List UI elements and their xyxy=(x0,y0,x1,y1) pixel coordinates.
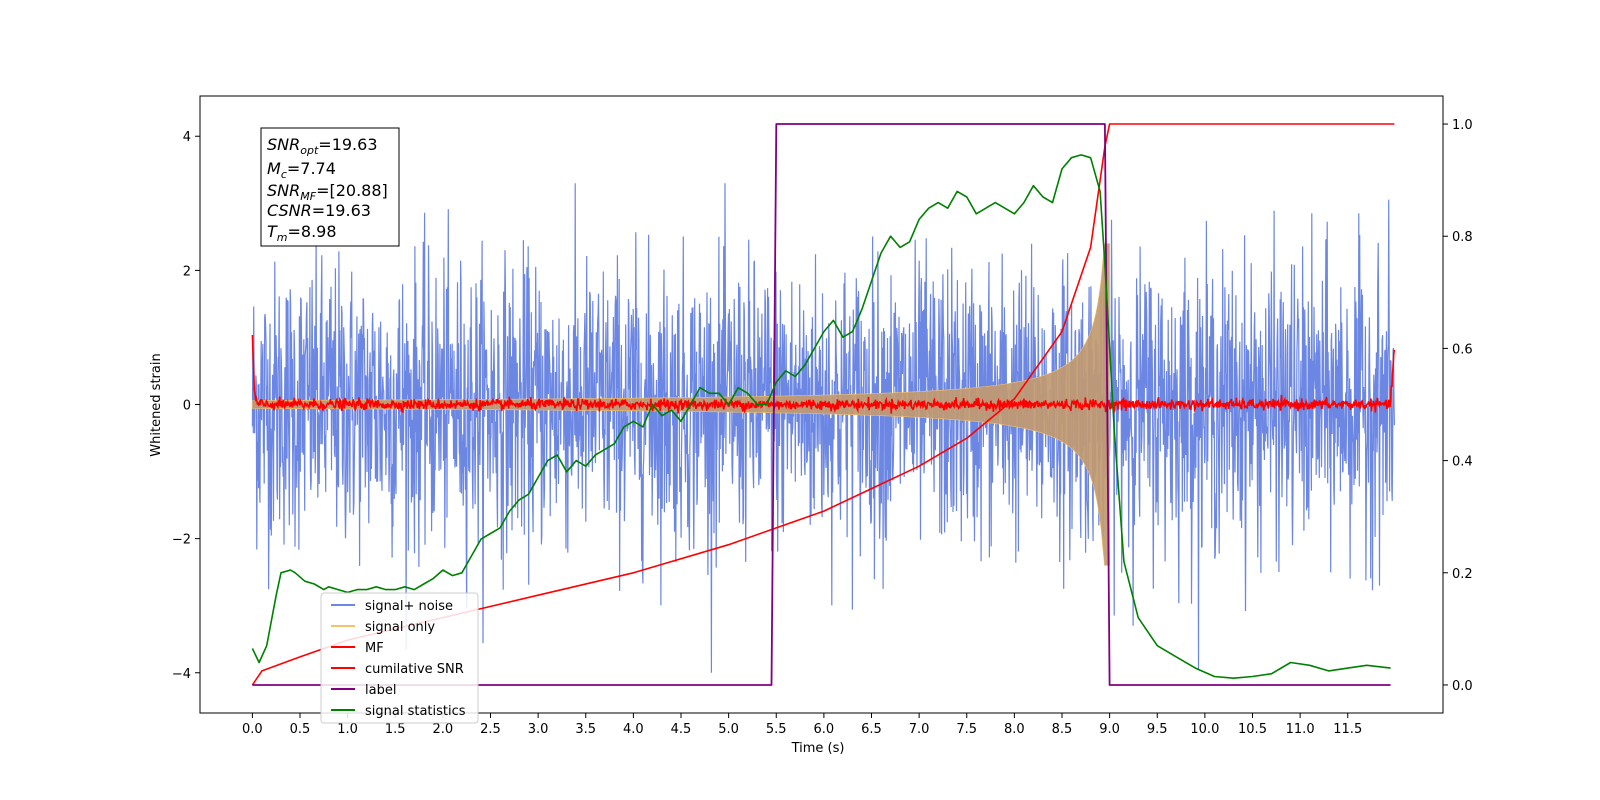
x-tick-label: 3.5 xyxy=(575,722,596,737)
y-left-tick-label: −2 xyxy=(172,533,191,548)
annotation-line-tm: Tm=8.98 xyxy=(267,222,337,244)
signal-noise-layer xyxy=(251,183,1395,673)
x-tick-label: 0.0 xyxy=(242,722,263,737)
series-signal-statistics xyxy=(251,154,1391,680)
annotation-box: SNRopt=19.63 Mc=7.74 SNRMF=[20.88] CSNR=… xyxy=(260,127,400,247)
series-label xyxy=(252,123,1391,686)
x-tick-label: 9.0 xyxy=(1099,722,1120,737)
y-right-tick-label: 1.0 xyxy=(1452,118,1473,133)
x-tick-label: 5.0 xyxy=(718,722,739,737)
y-left-tick-label: 4 xyxy=(183,130,191,145)
x-axis-ticks: 0.0 0.5 1.0 1.5 2.0 2.5 3.0 3.5 4.0 4.5 5.0 5.5 6.0 6… xyxy=(242,713,1362,737)
series-mf xyxy=(251,334,1396,415)
annotation-line-snr-opt: SNRopt=19.63 xyxy=(267,135,378,157)
x-tick-label: 7.0 xyxy=(909,722,930,737)
legend-frame xyxy=(320,592,479,724)
x-tick-label: 2.0 xyxy=(433,722,454,737)
x-tick-label: 8.5 xyxy=(1052,722,1073,737)
legend-mf-label: MF xyxy=(365,641,384,656)
x-tick-label: 10.5 xyxy=(1238,722,1267,737)
legend-signal-statistics-label: signal statistics xyxy=(365,704,466,719)
x-tick-label: 8.0 xyxy=(1004,722,1025,737)
y-axis-left-ticks: −4 −2 0 2 4 xyxy=(172,130,200,682)
x-tick-label: 10.0 xyxy=(1190,722,1219,737)
x-tick-label: 4.0 xyxy=(623,722,644,737)
legend: signal+ noise signal only MF cumilative SNR… xyxy=(320,592,479,724)
x-tick-label: 2.5 xyxy=(480,722,501,737)
y-left-tick-label: −4 xyxy=(172,667,191,682)
x-tick-label: 1.5 xyxy=(385,722,406,737)
annotation-line-mc: Mc=7.74 xyxy=(267,159,336,181)
x-tick-label: 0.5 xyxy=(290,722,311,737)
x-tick-label: 1.0 xyxy=(337,722,358,737)
legend-signal-noise-label: signal+ noise xyxy=(365,599,453,614)
annotation-frame xyxy=(260,127,400,247)
y-left-tick-label: 2 xyxy=(183,264,191,279)
x-tick-label: 6.5 xyxy=(861,722,882,737)
x-tick-label: 9.5 xyxy=(1147,722,1168,737)
y-right-tick-label: 0.2 xyxy=(1452,567,1473,582)
y-right-tick-label: 0.6 xyxy=(1452,342,1473,357)
series-signal-noise xyxy=(251,183,1395,673)
y-right-tick-label: 0.4 xyxy=(1452,455,1473,470)
y-left-tick-label: 0 xyxy=(183,399,191,414)
y-axis-right-ticks: 0.0 0.2 0.4 0.6 0.8 1.0 xyxy=(1443,118,1473,694)
x-tick-label: 6.0 xyxy=(814,722,835,737)
mf-layer xyxy=(251,334,1396,415)
annotation-line-csnr: CSNR=19.63 xyxy=(267,201,371,220)
x-tick-label: 7.5 xyxy=(956,722,977,737)
legend-label-label: label xyxy=(365,683,396,698)
y-right-tick-label: 0.8 xyxy=(1452,230,1473,245)
x-axis-label: Time (s) xyxy=(791,741,845,756)
x-tick-label: 11.5 xyxy=(1333,722,1362,737)
x-tick-label: 3.0 xyxy=(528,722,549,737)
y-right-tick-label: 0.0 xyxy=(1452,679,1473,694)
legend-cumulative-snr-label: cumilative SNR xyxy=(365,662,464,677)
x-tick-label: 4.5 xyxy=(671,722,692,737)
annotation-line-snr-mf: SNRMF=[20.88] xyxy=(267,181,388,203)
x-tick-label: 5.5 xyxy=(766,722,787,737)
legend-signal-only-label: signal only xyxy=(365,620,435,635)
y-axis-label: Whitened strain xyxy=(149,353,164,456)
x-tick-label: 11.0 xyxy=(1286,722,1315,737)
